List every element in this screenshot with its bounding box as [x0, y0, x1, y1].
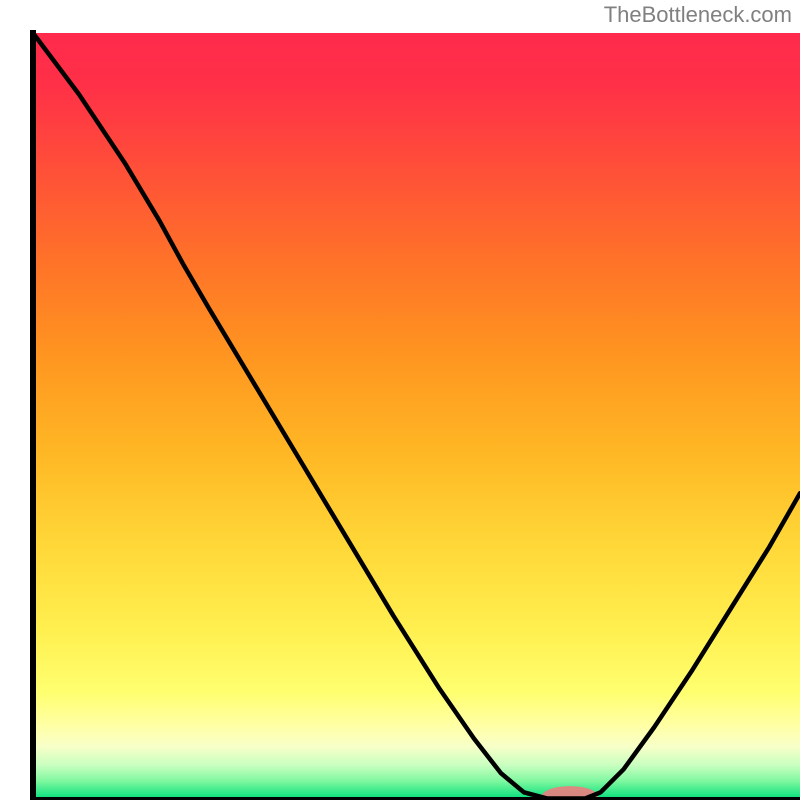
bottleneck-chart: [0, 0, 800, 800]
chart-container: TheBottleneck.com: [0, 0, 800, 800]
watermark-label: TheBottleneck.com: [604, 2, 792, 28]
